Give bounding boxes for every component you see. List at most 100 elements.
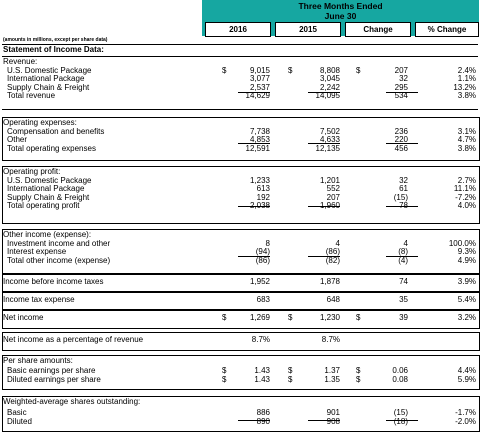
value-change: 35 — [399, 295, 408, 304]
value-pct-change: 2.4% — [457, 65, 476, 75]
value-2016: 613 — [256, 184, 270, 194]
total-underline — [386, 206, 418, 207]
row-label: Basic earnings per share — [7, 365, 96, 375]
currency-symbol: $ — [356, 313, 361, 322]
value-2015: 207 — [326, 192, 340, 202]
period-date: June 30 — [324, 11, 357, 21]
row-label: Net income — [3, 313, 44, 322]
currency-symbol: $ — [288, 365, 293, 375]
total-underline — [308, 206, 340, 207]
currency-symbol: $ — [356, 375, 361, 385]
value-2015: 14,095 — [315, 91, 340, 101]
value-pct-change: 4.4% — [457, 365, 476, 375]
value-2015: 1,878 — [319, 277, 340, 286]
total-underline — [308, 420, 340, 421]
value-pct-change: -7.2% — [455, 192, 476, 202]
total-underline — [238, 256, 270, 257]
currency-symbol: $ — [356, 365, 361, 375]
row-label: Diluted earnings per share — [7, 375, 101, 385]
value-2016: 8 — [265, 238, 270, 248]
value-change: 220 — [394, 135, 408, 145]
value-2015: 4,633 — [319, 135, 340, 145]
row-label: Supply Chain & Freight — [7, 82, 90, 92]
value-pct-change: 100.0% — [448, 238, 476, 248]
total-underline — [238, 420, 270, 421]
currency-symbol: $ — [288, 65, 293, 75]
currency-symbol: $ — [288, 375, 293, 385]
value-pct-change: 3.9% — [457, 277, 476, 286]
value-2016: 9,015 — [249, 65, 270, 75]
row-label: Total other income (expense) — [7, 255, 111, 265]
total-underline — [308, 143, 340, 144]
value-change: 32 — [399, 175, 408, 185]
value-2015: 12,135 — [315, 143, 340, 153]
value-change: 4 — [403, 238, 408, 248]
value-2016: 1,233 — [249, 175, 270, 185]
column-header-pct-change: % Change — [415, 22, 479, 37]
value-2015: 1,201 — [319, 175, 340, 185]
value-pct-change: 9.3% — [457, 247, 476, 257]
row-label: Total revenue — [7, 91, 56, 101]
value-pct-change: -1.7% — [455, 407, 476, 417]
currency-symbol: $ — [222, 313, 227, 322]
value-pct-change: 5.9% — [457, 375, 476, 385]
total-underline — [238, 92, 270, 93]
value-2016: 1.43 — [254, 375, 270, 385]
value-2015: 8.7% — [321, 335, 340, 344]
value-2015: 1.35 — [324, 375, 340, 385]
value-2016: (86) — [255, 255, 270, 265]
value-change: (15) — [393, 192, 408, 202]
value-pct-change: 3.1% — [457, 126, 476, 136]
value-2016: 2,537 — [249, 82, 270, 92]
row-label: Income tax expense — [3, 295, 75, 304]
row-label: Net income as a percentage of revenue — [3, 335, 144, 344]
value-pct-change: 2.7% — [457, 175, 476, 185]
value-2016: 2,038 — [249, 201, 270, 211]
divider — [2, 56, 478, 57]
value-change: (18) — [393, 417, 408, 427]
total-underline — [386, 143, 418, 144]
value-change: (4) — [398, 255, 408, 265]
value-change: 534 — [394, 91, 408, 101]
section-label: Per share amounts: — [3, 356, 73, 365]
value-2015: 901 — [326, 407, 340, 417]
period-title: Three Months Ended — [298, 1, 383, 11]
currency-symbol: $ — [222, 375, 227, 385]
value-2015: 552 — [326, 184, 340, 194]
value-2016: 1.43 — [254, 365, 270, 375]
value-2016: 890 — [256, 417, 270, 427]
total-underline — [238, 206, 270, 207]
row-label: Interest expense — [7, 247, 67, 257]
row-label: Supply Chain & Freight — [7, 192, 90, 202]
section-label: Weighted-average shares outstanding: — [3, 397, 141, 406]
currency-symbol: $ — [222, 365, 227, 375]
value-2016: 886 — [256, 407, 270, 417]
value-pct-change: 13.2% — [453, 82, 476, 92]
row-label: Total operating profit — [7, 201, 80, 211]
currency-symbol: $ — [222, 65, 227, 75]
value-change: 39 — [399, 313, 408, 322]
value-2016: 1,269 — [249, 313, 270, 322]
statement-title: Statement of Income Data: — [3, 45, 104, 54]
value-2016: 14,629 — [245, 91, 270, 101]
total-underline — [308, 92, 340, 93]
section-label: Revenue: — [3, 57, 38, 66]
value-change: 236 — [394, 126, 408, 136]
total-underline — [238, 143, 270, 144]
value-pct-change: 4.9% — [457, 255, 476, 265]
row-label: International Package — [7, 74, 85, 84]
value-2016: 192 — [256, 192, 270, 202]
value-change: 78 — [399, 201, 408, 211]
value-2015: 908 — [326, 417, 340, 427]
value-2015: 7,502 — [319, 126, 340, 136]
value-change: 456 — [394, 143, 408, 153]
value-pct-change: 3.8% — [457, 91, 476, 101]
value-change: (15) — [393, 407, 408, 417]
value-2015: 3,045 — [319, 74, 340, 84]
row-label: Income before income taxes — [3, 277, 104, 286]
value-pct-change: 3.8% — [457, 143, 476, 153]
row-label: Compensation and benefits — [7, 126, 105, 136]
row-label: Investment income and other — [7, 238, 111, 248]
value-change: 61 — [399, 184, 408, 194]
value-change: (8) — [398, 247, 408, 257]
